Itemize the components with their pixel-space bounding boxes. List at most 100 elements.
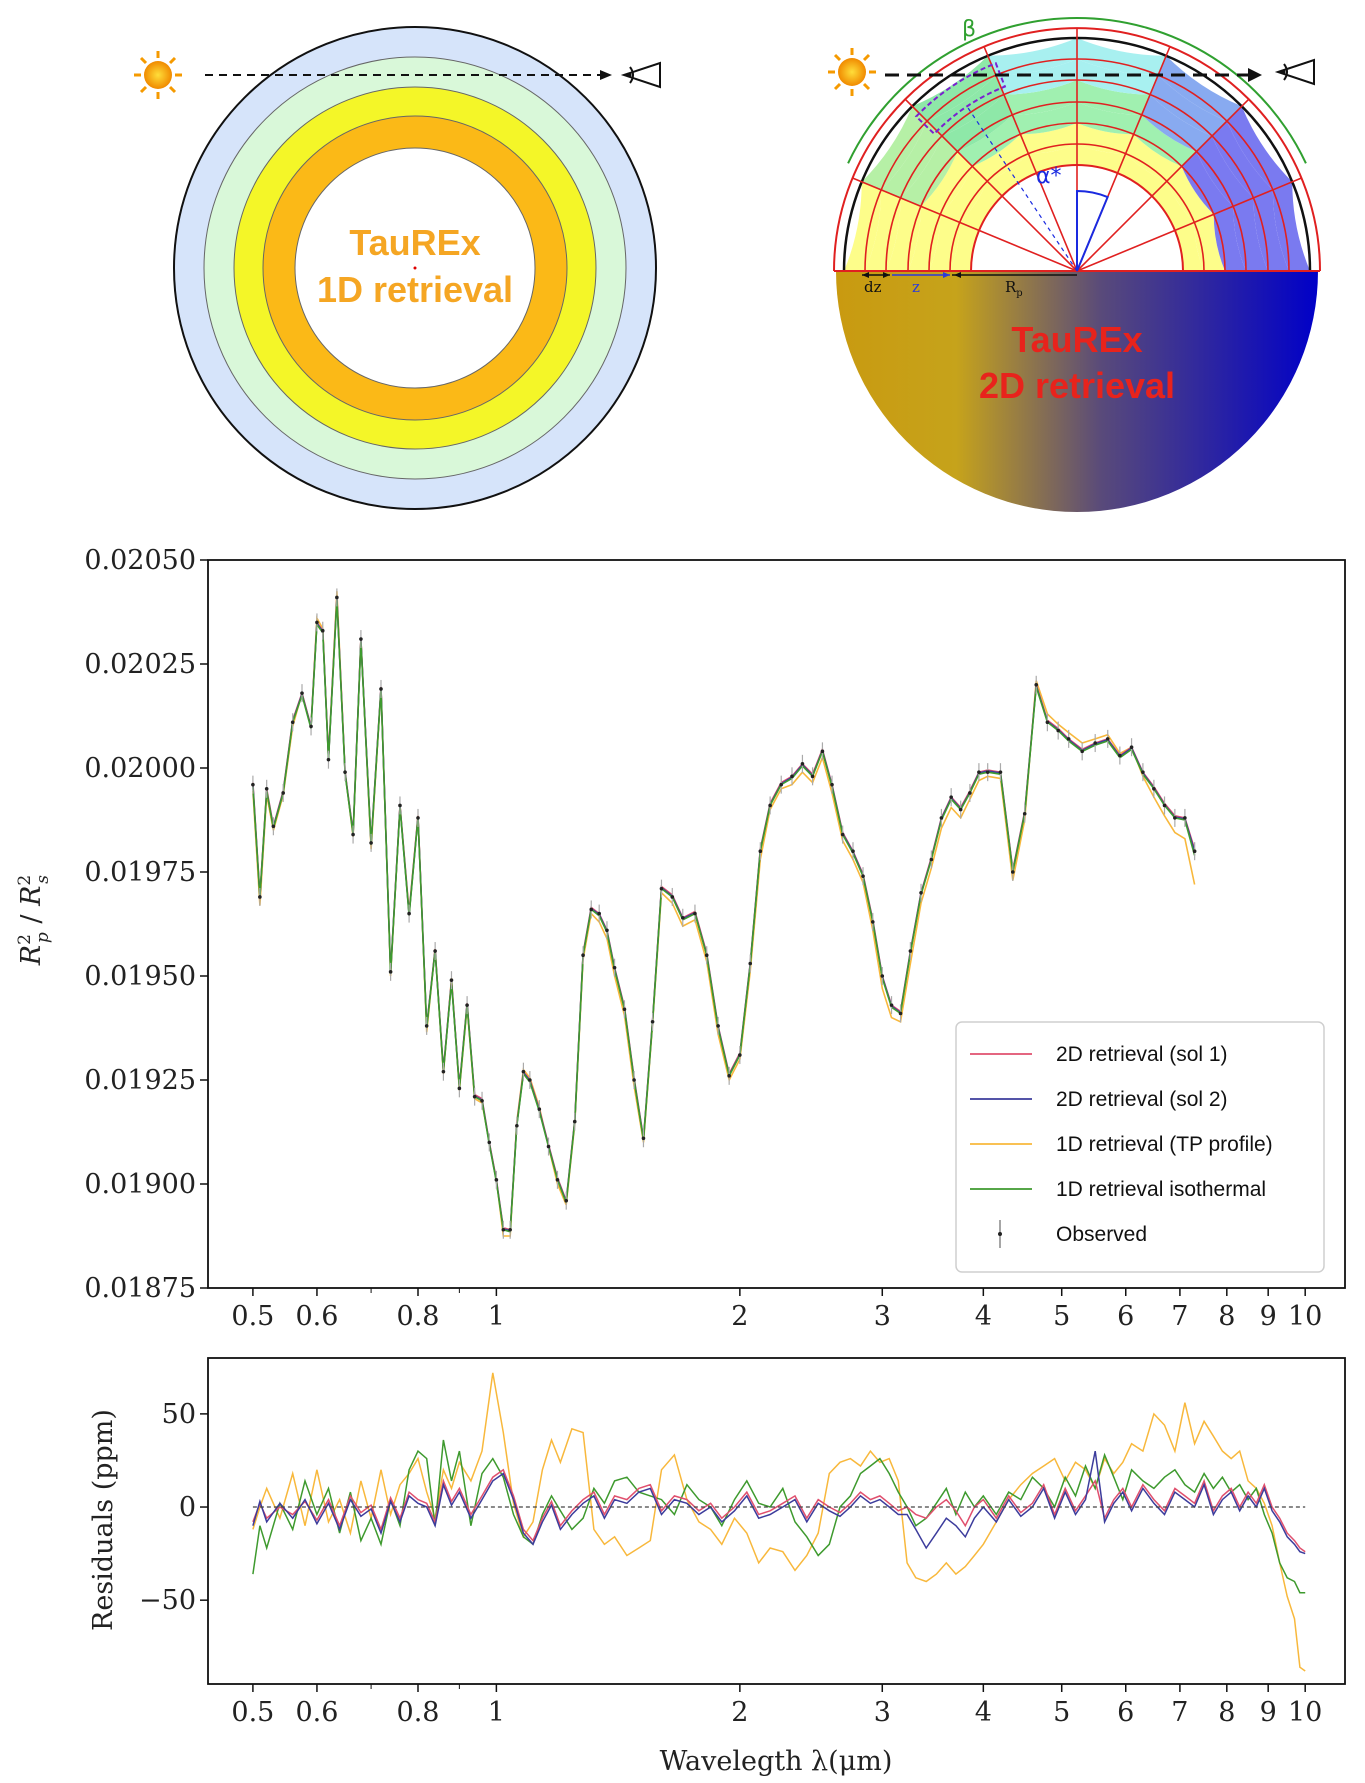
diagram-1d-title-line2: 1D retrieval: [317, 269, 513, 310]
atmosphere-cell: [1077, 38, 1167, 76]
observed-point: [480, 1099, 484, 1103]
atmosphere-sector-grid: [833, 17, 1321, 272]
observed-point: [589, 907, 594, 912]
spectrum-series: [251, 588, 1197, 1239]
residuals-y-tick-label: 0: [179, 1492, 196, 1523]
legend-label: 1D retrieval (TP profile): [1056, 1133, 1273, 1156]
observed-point: [320, 628, 325, 633]
atmosphere-cell: [957, 114, 1021, 167]
atmosphere-cell: [1158, 55, 1242, 122]
observed-point: [441, 1069, 446, 1074]
observed-point: [487, 1140, 492, 1145]
atmosphere-cell: [908, 206, 941, 271]
spectrum-x-tick-label: 7: [1171, 1301, 1188, 1332]
observed-point: [632, 1078, 636, 1082]
sector-divider: [904, 98, 1078, 272]
spectrum-x-tick-label: 3: [874, 1301, 891, 1332]
residuals-x-tick-label: 4: [975, 1697, 992, 1728]
spectrum-x-tick-label: 8: [1218, 1301, 1235, 1332]
observed-point: [727, 1074, 731, 1078]
residuals-x-tick-label: 3: [874, 1697, 891, 1728]
sightline-arrowhead: [600, 70, 612, 80]
observed-point: [800, 762, 805, 766]
observed-point: [929, 857, 934, 862]
observed-point: [309, 724, 313, 729]
observed-point: [768, 803, 772, 808]
observed-point: [861, 874, 865, 878]
atmosphere-cell: [1213, 206, 1246, 271]
residuals-x-tick-label: 10: [1288, 1697, 1322, 1728]
residuals-y-axis-label: Residuals (ppm): [88, 1409, 119, 1631]
observed-point: [300, 691, 304, 695]
residuals-y-tick-label: −50: [139, 1585, 196, 1616]
spectrum-legend: 2D retrieval (sol 1) 2D retrieval (sol 2)…: [955, 1021, 1325, 1273]
residuals-x-axis-label: Wavelegth λ(μm): [660, 1746, 893, 1777]
observed-point: [1010, 870, 1015, 874]
observed-point: [1152, 787, 1156, 791]
observed-point: [326, 757, 331, 762]
observed-point: [494, 1178, 499, 1182]
atmosphere-cell: [972, 134, 1029, 182]
atmosphere-cell: [929, 214, 960, 271]
atmosphere-cell: [886, 197, 921, 271]
observed-point: [465, 1003, 469, 1007]
observed-point: [1080, 749, 1084, 754]
residual-line-1d-retrieval-tp-profile-: [252, 1372, 1306, 1672]
spectrum-x-tick-label: 2: [731, 1301, 748, 1332]
spectrum-y-tick-label: 0.01950: [84, 961, 196, 992]
observed-point: [528, 1078, 532, 1082]
observed-point: [716, 1024, 720, 1028]
spectrum-y-tick-label: 0.01925: [84, 1065, 196, 1096]
spectrum-y-axis-label: R2p / R2s: [15, 875, 53, 967]
observed-point: [555, 1178, 560, 1182]
spectrum-x-tick-label: 10: [1288, 1301, 1322, 1332]
spectrum-y-tick-label: 0.01975: [84, 857, 196, 888]
observed-point: [1162, 803, 1167, 808]
spectrum-x-tick-label: 1: [488, 1301, 505, 1332]
observed-point: [424, 1024, 429, 1028]
atmosphere-cell: [1077, 123, 1134, 154]
observed-point: [659, 886, 664, 891]
atmosphere-cell: [1181, 151, 1234, 215]
observed-point: [1066, 737, 1071, 741]
beta-arc: [847, 17, 1307, 164]
atmosphere-cell: [1226, 106, 1293, 190]
eye-icon: [620, 61, 661, 89]
residuals-x-tick-label: 0.6: [295, 1697, 338, 1728]
sector-divider: [852, 177, 1078, 272]
sun-icon: [134, 51, 182, 99]
legend-marker-observed: [998, 1232, 1002, 1236]
observed-point: [416, 816, 420, 820]
observed-point: [359, 637, 363, 641]
observed-point: [1105, 737, 1110, 741]
observed-point: [670, 895, 675, 899]
observed-point: [820, 749, 825, 754]
highlighted-cell: [914, 62, 1007, 136]
observed-point: [388, 970, 393, 974]
atmosphere-cell: [1253, 189, 1289, 271]
observed-point: [572, 1119, 577, 1124]
alpha-wedge: [1076, 189, 1109, 272]
atmosphere-cell: [844, 181, 882, 271]
observed-point: [564, 1198, 569, 1203]
observed-point: [908, 949, 913, 953]
spectrum-x-tick-label: 0.8: [397, 1301, 440, 1332]
observed-point: [379, 687, 383, 691]
atmosphere-cell: [959, 181, 1003, 231]
atmosphere-cell: [1125, 134, 1182, 182]
residuals-x-tick-label: 6: [1117, 1697, 1134, 1728]
observed-point: [622, 1007, 627, 1012]
eye-icon-2d: [1274, 58, 1315, 86]
observed-point: [343, 770, 347, 774]
spectrum-y-tick-label: 0.01900: [84, 1169, 196, 1200]
observed-point: [351, 832, 355, 837]
observed-point: [581, 953, 585, 957]
observed-point: [515, 1123, 519, 1128]
observed-point: [898, 1011, 903, 1016]
atmosphere-cell: [900, 135, 958, 207]
sector-divider: [983, 46, 1078, 272]
observed-point: [958, 807, 963, 812]
atmosphere-cell: [1077, 59, 1159, 95]
atmosphere-cell: [920, 151, 973, 215]
